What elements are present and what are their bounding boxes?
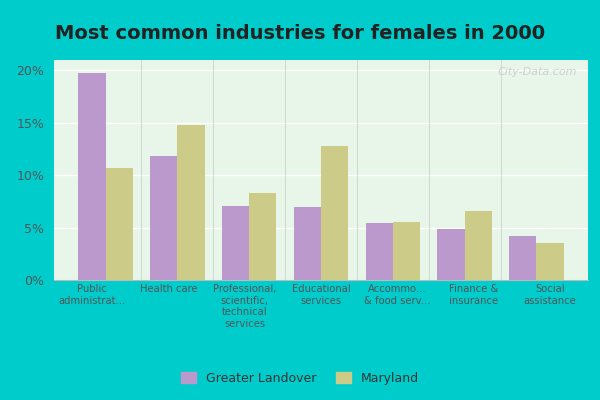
Text: Finance &
insurance: Finance & insurance: [449, 284, 498, 306]
Bar: [294, 207, 321, 280]
Bar: [464, 211, 492, 280]
Text: Educational
services: Educational services: [292, 284, 350, 306]
Text: Social
assistance: Social assistance: [523, 284, 576, 306]
Bar: [393, 222, 420, 280]
Bar: [536, 243, 564, 280]
Bar: [365, 224, 393, 280]
Text: City-Data.com: City-Data.com: [498, 66, 577, 76]
Bar: [178, 125, 205, 280]
Bar: [437, 229, 464, 280]
Bar: [78, 72, 106, 280]
Text: Accommo...
& food serv...: Accommo... & food serv...: [364, 284, 431, 306]
Legend: Greater Landover, Maryland: Greater Landover, Maryland: [176, 367, 424, 390]
Text: Professional,
scientific,
technical
services: Professional, scientific, technical serv…: [213, 284, 277, 329]
Text: Health care: Health care: [140, 284, 197, 294]
Bar: [321, 146, 348, 280]
Bar: [222, 206, 249, 280]
Bar: [509, 236, 536, 280]
Text: Most common industries for females in 2000: Most common industries for females in 20…: [55, 24, 545, 43]
Bar: [106, 168, 133, 280]
Bar: [150, 156, 178, 280]
Text: Public
administrat...: Public administrat...: [59, 284, 126, 306]
Bar: [249, 193, 277, 280]
